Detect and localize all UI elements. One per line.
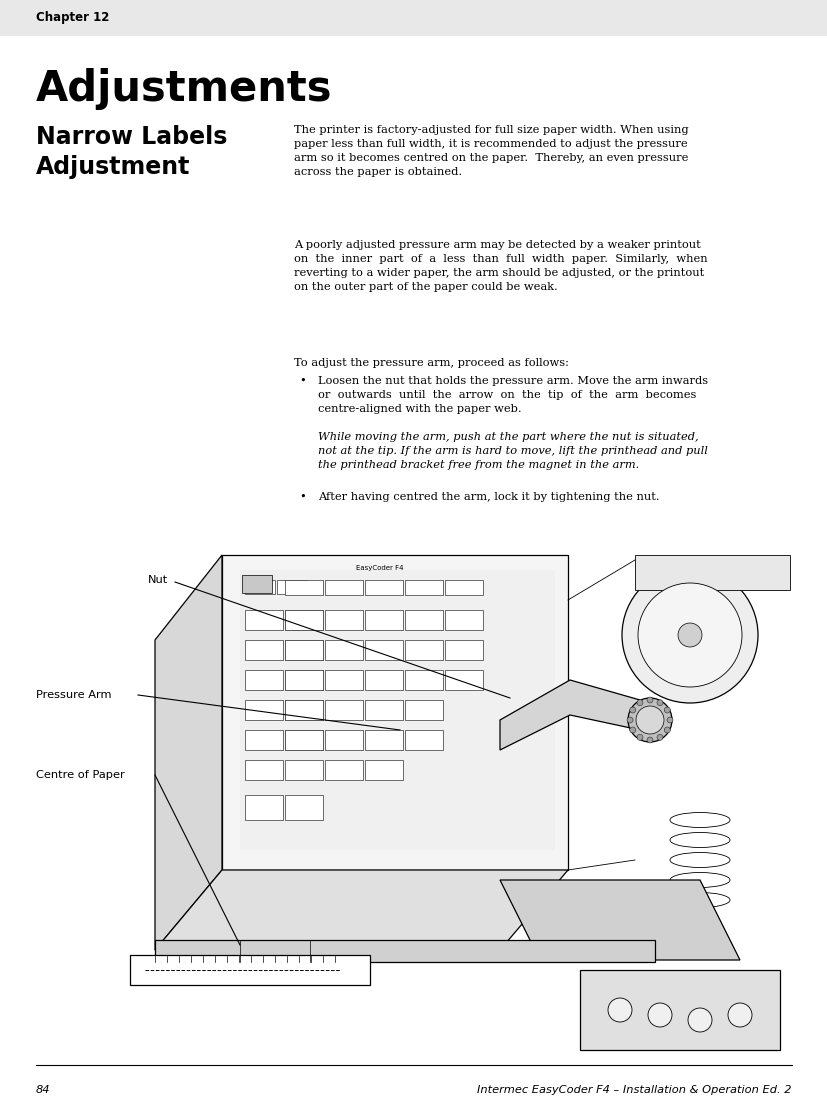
Text: 84: 84 xyxy=(36,1085,50,1095)
Bar xyxy=(277,580,307,594)
Text: Adjustments: Adjustments xyxy=(36,68,332,110)
Bar xyxy=(365,610,403,629)
Circle shape xyxy=(667,717,672,724)
Bar xyxy=(284,700,323,720)
Text: Narrow Labels: Narrow Labels xyxy=(36,125,227,149)
Bar xyxy=(365,700,403,720)
Bar xyxy=(245,640,283,660)
Bar xyxy=(325,760,362,780)
Bar xyxy=(579,970,779,1051)
Circle shape xyxy=(646,697,653,703)
Bar xyxy=(404,700,442,720)
Bar xyxy=(444,670,482,690)
Circle shape xyxy=(636,700,643,706)
Bar xyxy=(245,700,283,720)
Text: After having centred the arm, lock it by tightening the nut.: After having centred the arm, lock it by… xyxy=(318,492,659,502)
Bar xyxy=(325,610,362,629)
Circle shape xyxy=(636,735,643,740)
Bar xyxy=(284,760,323,780)
Bar xyxy=(365,670,403,690)
Bar xyxy=(444,640,482,660)
Polygon shape xyxy=(155,556,222,950)
Circle shape xyxy=(607,998,631,1021)
Circle shape xyxy=(656,735,662,740)
Circle shape xyxy=(646,737,653,743)
Circle shape xyxy=(687,1008,711,1032)
Bar xyxy=(284,670,323,690)
Text: Centre of Paper: Centre of Paper xyxy=(36,771,125,780)
Bar xyxy=(404,670,442,690)
Bar xyxy=(404,610,442,629)
Bar xyxy=(325,670,362,690)
Bar xyxy=(444,610,482,629)
Polygon shape xyxy=(500,880,739,960)
Text: While moving the arm, push at the part where the nut is situated,
not at the tip: While moving the arm, push at the part w… xyxy=(318,432,707,470)
Bar xyxy=(245,610,283,629)
Bar xyxy=(284,610,323,629)
Text: Loosen the nut that holds the pressure arm. Move the arm inwards
or  outwards  u: Loosen the nut that holds the pressure a… xyxy=(318,376,707,414)
Bar xyxy=(130,955,370,984)
Bar xyxy=(284,640,323,660)
Bar xyxy=(325,640,362,660)
Circle shape xyxy=(663,727,670,732)
Text: •: • xyxy=(299,492,305,502)
Bar xyxy=(365,640,403,660)
Bar xyxy=(241,575,272,592)
Bar xyxy=(365,760,403,780)
Text: A poorly adjusted pressure arm may be detected by a weaker printout
on  the  inn: A poorly adjusted pressure arm may be de… xyxy=(294,240,707,292)
Circle shape xyxy=(648,1004,672,1027)
Text: Pressure Arm: Pressure Arm xyxy=(36,690,112,700)
Bar xyxy=(284,795,323,820)
Polygon shape xyxy=(634,556,789,590)
Bar xyxy=(284,580,323,595)
Circle shape xyxy=(621,567,757,703)
Circle shape xyxy=(677,623,701,647)
Bar xyxy=(284,670,323,690)
Bar xyxy=(245,730,283,750)
Text: Nut: Nut xyxy=(148,575,168,585)
Bar xyxy=(325,730,362,750)
Bar xyxy=(0,0,827,36)
Bar xyxy=(325,700,362,720)
Polygon shape xyxy=(222,556,567,870)
Circle shape xyxy=(727,1004,751,1027)
Text: •: • xyxy=(299,376,305,386)
Circle shape xyxy=(663,707,670,713)
Bar xyxy=(284,640,323,660)
Text: Intermec EasyCoder F4 – Installation & Operation Ed. 2: Intermec EasyCoder F4 – Installation & O… xyxy=(477,1085,791,1095)
Bar xyxy=(365,730,403,750)
Polygon shape xyxy=(500,680,639,750)
Bar xyxy=(404,580,442,595)
Circle shape xyxy=(629,707,635,713)
Bar xyxy=(245,760,283,780)
Text: EasyCoder F4: EasyCoder F4 xyxy=(356,564,404,571)
Bar xyxy=(155,940,654,962)
Polygon shape xyxy=(240,570,554,850)
Circle shape xyxy=(627,698,672,743)
Bar xyxy=(404,730,442,750)
Bar xyxy=(284,610,323,629)
Bar xyxy=(284,700,323,720)
Circle shape xyxy=(626,717,632,724)
Text: To adjust the pressure arm, proceed as follows:: To adjust the pressure arm, proceed as f… xyxy=(294,358,568,368)
Text: The printer is factory-adjusted for full size paper width. When using
paper less: The printer is factory-adjusted for full… xyxy=(294,125,688,177)
Circle shape xyxy=(629,727,635,732)
Circle shape xyxy=(656,700,662,706)
Bar xyxy=(245,670,283,690)
Text: Chapter 12: Chapter 12 xyxy=(36,11,109,25)
Bar xyxy=(284,730,323,750)
Text: Adjustment: Adjustment xyxy=(36,155,190,179)
Bar xyxy=(284,730,323,750)
Polygon shape xyxy=(155,870,567,950)
Bar xyxy=(404,640,442,660)
Circle shape xyxy=(638,584,741,687)
Bar xyxy=(325,580,362,595)
Bar xyxy=(365,580,403,595)
Bar xyxy=(245,795,283,820)
Circle shape xyxy=(635,706,663,734)
Bar xyxy=(444,580,482,595)
Bar xyxy=(245,580,275,594)
